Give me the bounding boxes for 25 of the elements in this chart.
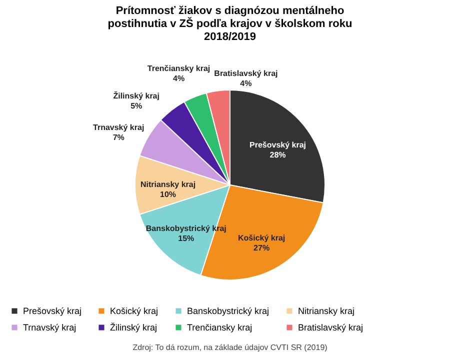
data-label: 4% <box>172 74 185 83</box>
legend-label: Bratislavský kraj <box>298 322 364 332</box>
data-label: 5% <box>130 102 142 111</box>
legend-label: Trenčiansky kraj <box>187 322 252 332</box>
data-label: 10% <box>160 190 176 199</box>
data-label: 4% <box>240 78 252 88</box>
legend-label: Nitriansky kraj <box>298 306 355 316</box>
slice-label: Prešovský kraj <box>250 140 306 150</box>
slice-label: Trnavský kraj <box>93 122 144 132</box>
legend-label: Prešovský kraj <box>23 306 82 316</box>
legend-label: Žilinský kraj <box>110 322 158 332</box>
text: Zdroj: To dá rozum, na základe údajov CVTI SR (2019) <box>132 343 328 352</box>
legend-label: Košický kraj <box>110 306 158 316</box>
legend-label: Trnavský kraj <box>23 322 76 332</box>
slice-label: Nitriansky kraj <box>140 180 196 189</box>
data-label: 27% <box>254 243 270 252</box>
slice-label: Košický kraj <box>238 233 286 242</box>
slice-label: Trenčiansky kraj <box>147 64 210 73</box>
slice-label: Bratislavský kraj <box>214 68 278 78</box>
slice-label: Žilinský kraj <box>113 90 160 101</box>
legend-label: Banskobystrický kraj <box>187 306 270 316</box>
data-label: 15% <box>178 234 194 243</box>
data-label: 7% <box>112 132 124 142</box>
chart-title: Prítomnosť žiakov s diagnózou mentálneho postihnutia v ZŠ podľa krajov v školskom roku 2018/2019 <box>108 4 352 43</box>
data-label: 28% <box>270 150 286 160</box>
